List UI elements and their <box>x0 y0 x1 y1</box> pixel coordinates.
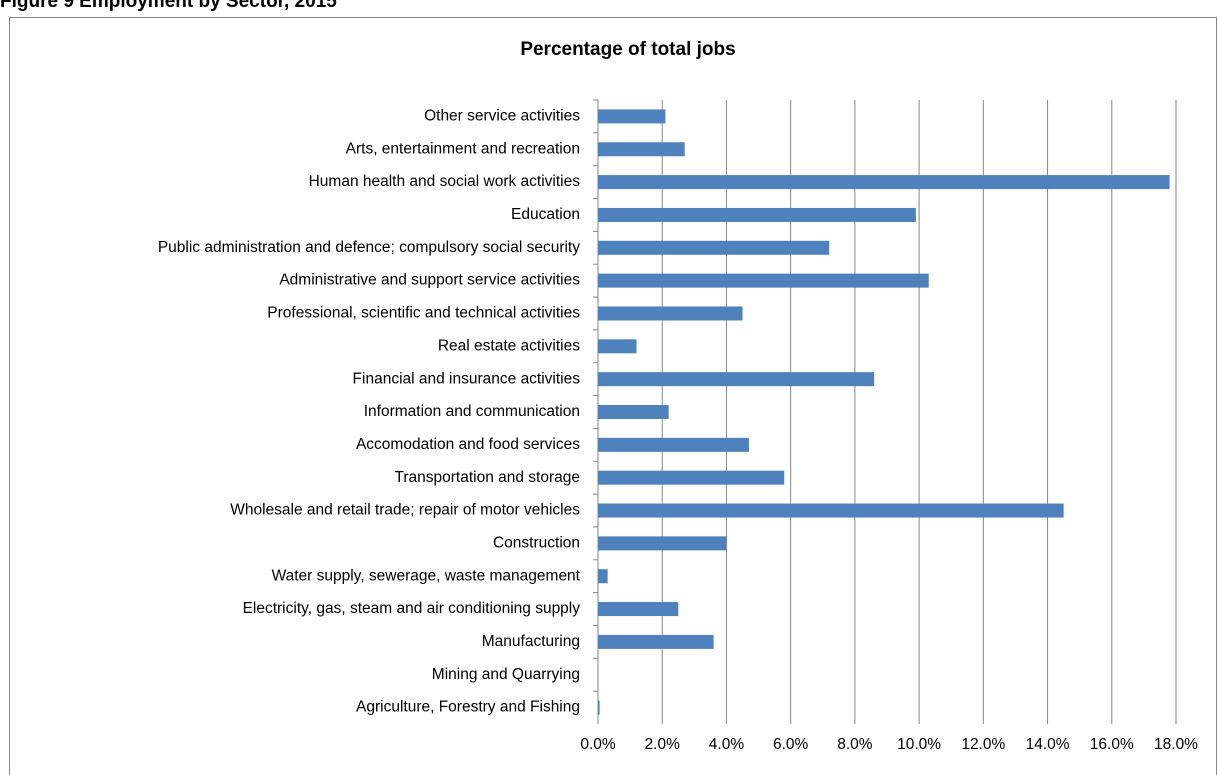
y-tick-label: Agriculture, Forestry and Fishing <box>356 699 580 716</box>
x-tick-label: 18.0% <box>1154 736 1198 753</box>
y-tick-label: Water supply, sewerage, waste management <box>272 567 581 584</box>
y-tick-label: Transportation and storage <box>394 469 580 486</box>
bar <box>598 142 685 157</box>
y-tick-label: Arts, entertainment and recreation <box>346 140 580 157</box>
y-tick-label: Education <box>511 206 580 223</box>
y-tick-label: Financial and insurance activities <box>353 370 581 387</box>
bar <box>598 634 714 649</box>
y-tick-label: Construction <box>493 534 580 551</box>
bar <box>598 207 916 222</box>
y-tick-label: Wholesale and retail trade; repair of mo… <box>230 502 580 519</box>
bar <box>598 372 875 387</box>
chart-frame <box>9 17 1217 775</box>
x-tick-label: 2.0% <box>645 736 681 753</box>
bar <box>598 306 743 321</box>
figure-header: Figure 9 Employment by Sector, 2015 <box>0 0 337 12</box>
bar <box>598 602 679 617</box>
x-tick-label: 10.0% <box>897 736 941 753</box>
bar <box>598 273 929 288</box>
x-tick-label: 8.0% <box>837 736 873 753</box>
bar <box>598 536 727 551</box>
chart-title: Percentage of total jobs <box>520 39 735 60</box>
y-tick-label: Mining and Quarrying <box>432 666 580 683</box>
y-tick-label: Real estate activities <box>438 337 580 354</box>
x-tick-label: 0.0% <box>580 736 616 753</box>
bar <box>598 339 637 354</box>
x-tick-label: 4.0% <box>709 736 745 753</box>
bar <box>598 470 785 485</box>
bar <box>598 503 1064 518</box>
y-tick-label: Administrative and support service activ… <box>279 272 580 289</box>
y-tick-label: Accomodation and food services <box>356 436 580 453</box>
bar <box>598 700 600 715</box>
y-tick-label: Public administration and defence; compu… <box>158 239 580 256</box>
y-tick-label: Information and communication <box>364 403 580 420</box>
y-tick-label: Professional, scientific and technical a… <box>267 305 580 322</box>
bar <box>598 109 666 124</box>
bar <box>598 240 830 255</box>
bar <box>598 405 669 419</box>
x-tick-label: 6.0% <box>773 736 809 753</box>
bar <box>598 175 1170 190</box>
x-tick-label: 16.0% <box>1090 736 1134 753</box>
x-tick-label: 14.0% <box>1026 736 1070 753</box>
y-tick-label: Manufacturing <box>482 633 580 650</box>
bar <box>598 437 749 452</box>
y-tick-label: Electricity, gas, steam and air conditio… <box>243 600 581 617</box>
bar <box>598 569 608 584</box>
x-tick-label: 12.0% <box>961 736 1005 753</box>
y-tick-label: Human health and social work activities <box>309 173 581 190</box>
y-tick-label: Other service activities <box>424 108 580 125</box>
